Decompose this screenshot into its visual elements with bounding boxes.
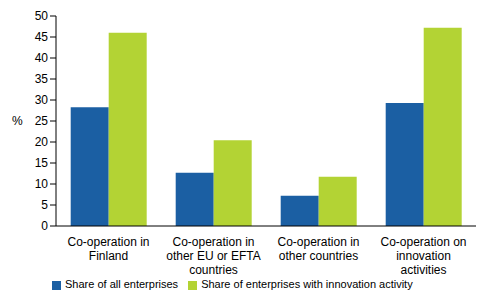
svg-text:Co-operation inother countries: Co-operation inother countries xyxy=(277,235,359,263)
svg-text:45: 45 xyxy=(35,30,49,44)
svg-text:Co-operation oninnovationactiv: Co-operation oninnovationactivities xyxy=(380,235,466,277)
svg-text:Co-operation inother EU or EFT: Co-operation inother EU or EFTAcountries xyxy=(166,235,260,277)
svg-text:40: 40 xyxy=(35,51,49,65)
svg-text:%: % xyxy=(12,114,23,128)
html-text:Share of enterprises with inno: Share of enterprises with innovation act… xyxy=(201,278,413,290)
html-text:Share of all enterprises: Share of all enterprises xyxy=(65,278,179,290)
svg-text:Co-operation inFinland: Co-operation inFinland xyxy=(67,235,149,263)
svg-text:15: 15 xyxy=(35,156,49,170)
svg-text:50: 50 xyxy=(35,9,49,23)
svg-text:20: 20 xyxy=(35,135,49,149)
svg-text:10: 10 xyxy=(35,177,49,191)
svg-text:25: 25 xyxy=(35,114,49,128)
svg-text:0: 0 xyxy=(41,219,48,233)
svg-text:30: 30 xyxy=(35,93,49,107)
svg-text:5: 5 xyxy=(41,198,48,212)
svg-text:35: 35 xyxy=(35,72,49,86)
